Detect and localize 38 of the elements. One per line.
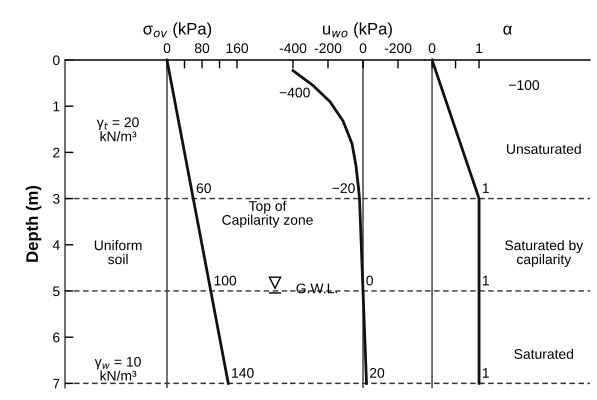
y-tick-label: 4 [52, 240, 60, 250]
annotation: −20 [332, 183, 355, 194]
x-axis-title: α [503, 26, 512, 35]
annotation: 1 [482, 183, 489, 193]
y-axis-title: Depth (m) [26, 186, 42, 262]
y-tick-label: 0 [52, 55, 60, 66]
x-tick-label: 0 [164, 43, 170, 54]
x-tick-label: -400 [280, 43, 306, 54]
y-tick-label: 3 [52, 194, 60, 204]
annotation: Top of Capilarity zone [222, 200, 313, 228]
annotation: −400 [280, 88, 310, 98]
annotation: 20 [370, 368, 384, 378]
x-tick-label: 160 [226, 43, 248, 54]
annotation: 0 [366, 276, 373, 286]
x-tick-label: 80 [194, 43, 210, 54]
annotation: Saturated by capilarity [505, 240, 584, 267]
x-tick-label: 1 [476, 43, 482, 53]
annotation: γ$_{t}$ = 20 kN/m³ [96, 117, 139, 142]
y-tick-label: 7 [53, 378, 60, 388]
annotation: G.W.L. [296, 283, 337, 294]
y-tick-label: 2 [53, 148, 60, 158]
x-tick-label: -200 [314, 43, 342, 54]
y-tick-label: 6 [53, 332, 60, 342]
annotation: Saturated [514, 348, 574, 359]
y-tick-label: 5 [52, 286, 60, 296]
x-tick-label: 0 [428, 43, 436, 54]
annotation: 60 [196, 183, 211, 194]
annotation: 1 [482, 368, 489, 378]
annotation: −100 [509, 80, 540, 90]
annotation: 140 [232, 368, 254, 378]
annotation: Unsaturated [507, 144, 581, 154]
x-axis-title: σ$_{ov}$ (kPa) [143, 22, 212, 38]
annotation: 100 [214, 276, 236, 286]
annotation: 1 [482, 276, 489, 286]
y-tick-label: 1 [53, 102, 60, 112]
annotation: Uniform soil [94, 240, 142, 264]
annotation: γ$_{w}$ = 10 kN/m³ [94, 356, 141, 381]
x-axis-title: u$_{wo}$ (kPa) [323, 22, 392, 38]
